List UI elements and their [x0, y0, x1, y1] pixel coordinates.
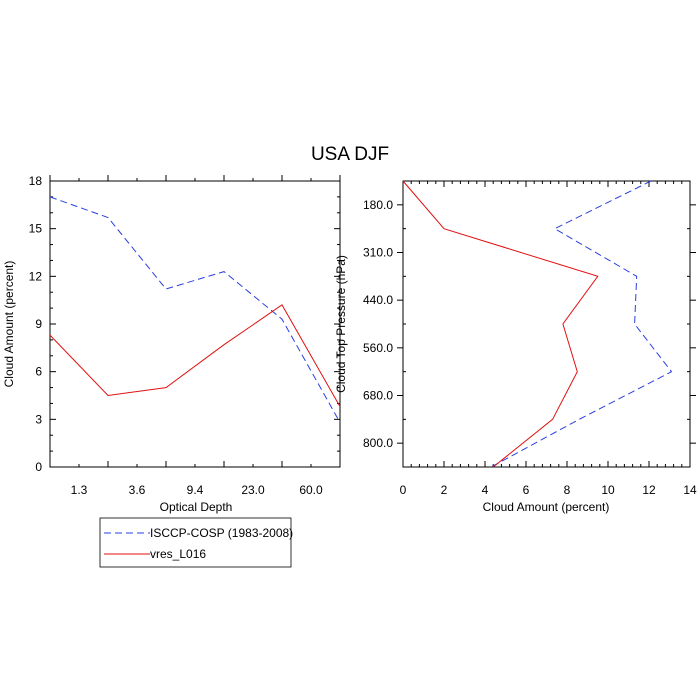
left-x-tick-label: 23.0: [241, 483, 265, 497]
right-x-tick-label: 6: [523, 483, 530, 497]
right-series: [402, 180, 673, 468]
legend-isccp-label: ISCCP-COSP (1983-2008): [150, 526, 293, 540]
right-x-tick-label: 0: [400, 483, 407, 497]
right-panel: 0 2 4 6 8 10 12 14 180.0 310.0 440.0 560.0 680.0 800.…: [334, 180, 697, 514]
figure-title: USA DJF: [311, 144, 389, 165]
left-x-tick-label: 60.0: [299, 483, 323, 497]
legend-box: [99, 517, 292, 568]
left-ticks: 0 3 6 9 12 15 18 1.3 3.6 9.4 23.0 60.0: [29, 174, 341, 497]
left-y-axis-label: Cloud Amount (percent): [2, 261, 16, 388]
legend: ISCCP-COSP (1983-2008) vres_L016: [99, 517, 293, 568]
left-y-tick-label: 18: [29, 174, 43, 188]
left-series-line-model: [49, 304, 341, 407]
left-x-tick-label: 1.3: [71, 483, 88, 497]
left-plot-frame: [49, 180, 341, 468]
right-ticks: 0 2 4 6 8 10 12 14 180.0 310.0 440.0 560.0 680.0 800.…: [363, 180, 697, 497]
right-series-line-isccp: [490, 180, 673, 468]
left-x-axis-label: Optical Depth: [160, 500, 233, 514]
left-y-tick-label: 3: [35, 412, 42, 426]
right-series-line-model: [402, 180, 599, 468]
left-x-tick-label: 3.6: [129, 483, 146, 497]
right-x-axis-label: Cloud Amount (percent): [483, 500, 610, 514]
right-x-tick-label: 2: [441, 483, 448, 497]
right-y-tick-label: 180.0: [363, 198, 393, 212]
right-x-tick-label: 8: [564, 483, 571, 497]
right-y-axis-label: Cloud Top Pressure (hPa): [334, 255, 348, 393]
right-x-tick-label: 4: [482, 483, 489, 497]
right-x-tick-label: 10: [601, 483, 615, 497]
right-y-tick-label: 560.0: [363, 341, 393, 355]
left-series-line-isccp: [49, 196, 341, 423]
left-y-tick-label: 0: [35, 460, 42, 474]
left-x-tick-label: 9.4: [187, 483, 204, 497]
right-y-tick-label: 440.0: [363, 293, 393, 307]
left-y-tick-label: 6: [35, 365, 42, 379]
right-y-tick-label: 680.0: [363, 389, 393, 403]
right-y-tick-label: 310.0: [363, 246, 393, 260]
right-y-tick-label: 800.0: [363, 436, 393, 450]
left-panel: 0 3 6 9 12 15 18 1.3 3.6 9.4 23.0 60.0 Optical Dept…: [2, 174, 341, 514]
left-y-tick-label: 12: [29, 269, 43, 283]
left-series: [49, 196, 341, 423]
right-x-tick-label: 12: [642, 483, 656, 497]
left-y-tick-label: 15: [29, 222, 43, 236]
left-y-tick-label: 9: [35, 317, 42, 331]
legend-model-label: vres_L016: [150, 547, 206, 561]
right-x-tick-label: 14: [683, 483, 697, 497]
